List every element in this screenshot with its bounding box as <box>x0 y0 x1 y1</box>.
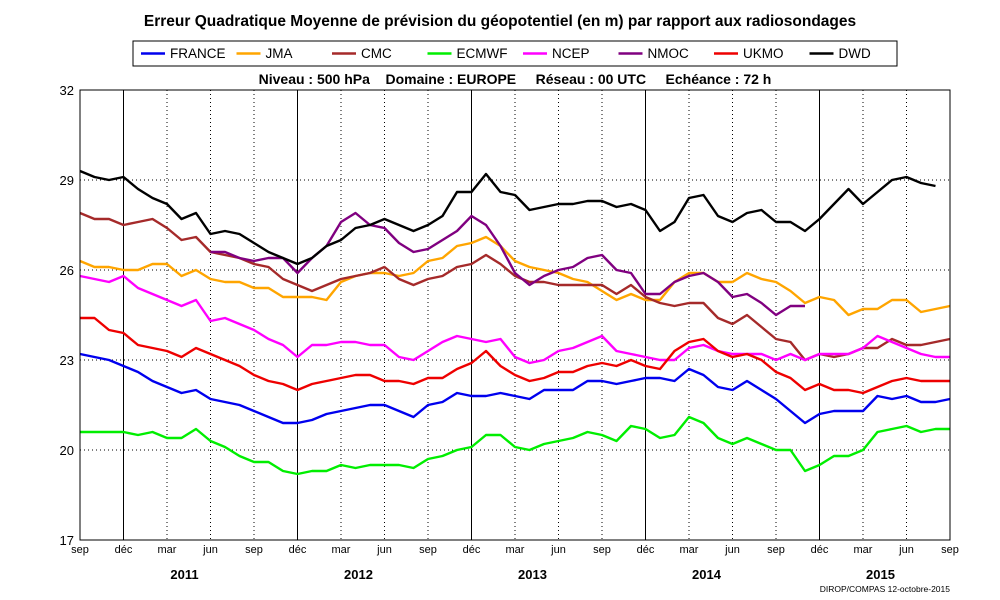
legend-label-ecmwf: ECMWF <box>457 46 508 61</box>
year-label: 2013 <box>518 567 547 582</box>
legend-label-france: FRANCE <box>170 46 226 61</box>
year-label: 2011 <box>170 567 198 582</box>
chart-subtitle: Niveau : 500 hPa Domaine : EUROPE Réseau… <box>259 71 772 87</box>
legend-label-cmc: CMC <box>361 46 392 61</box>
x-tick-label: déc <box>811 544 829 556</box>
x-tick-label: mar <box>854 544 873 556</box>
legend-label-dwd: DWD <box>839 46 871 61</box>
footer-credit: DIROP/COMPAS 12-octobre-2015 <box>820 584 950 594</box>
series-lines <box>79 169 951 476</box>
series-line-france <box>79 352 951 425</box>
y-tick-label: 20 <box>60 443 74 458</box>
y-tick-label: 32 <box>60 83 74 98</box>
legend-label-ukmo: UKMO <box>743 46 784 61</box>
x-tick-label: déc <box>463 544 481 556</box>
x-tick-label: sep <box>941 544 959 556</box>
year-label: 2014 <box>692 567 722 582</box>
y-tick-label: 17 <box>60 533 74 548</box>
x-tick-label: sep <box>767 544 785 556</box>
x-tick-label: jun <box>550 544 566 556</box>
series-line-nmoc <box>210 211 805 317</box>
x-tick-label: déc <box>289 544 307 556</box>
x-tick-label: jun <box>202 544 218 556</box>
series-line-dwd <box>79 169 936 266</box>
y-tick-label: 26 <box>60 263 74 278</box>
x-tick-label: déc <box>115 544 133 556</box>
legend: FRANCE JMA CMC ECMWF NCEP NMOC UKMO DWD <box>132 40 898 67</box>
x-tick-label: sep <box>593 544 611 556</box>
y-tick-label: 23 <box>60 353 74 368</box>
x-tick-label: mar <box>680 544 699 556</box>
x-tick-label: sep <box>245 544 263 556</box>
x-tick-label: jun <box>898 544 914 556</box>
x-tick-label: mar <box>332 544 351 556</box>
x-tick-label: mar <box>158 544 177 556</box>
x-tick-label: sep <box>419 544 437 556</box>
x-axis: sep déc mar jun sep déc mar jun sep déc mar jun sep d… <box>71 544 959 582</box>
chart-title: Erreur Quadratique Moyenne de prévision … <box>144 13 856 30</box>
x-tick-label: mar <box>506 544 525 556</box>
x-tick-label: déc <box>637 544 655 556</box>
legend-label-nmoc: NMOC <box>648 46 689 61</box>
series-line-ukmo <box>80 316 950 395</box>
series-line-ecmwf <box>80 415 950 476</box>
grid <box>80 90 950 540</box>
year-label: 2015 <box>866 567 895 582</box>
year-label: 2012 <box>344 567 373 582</box>
series-line-jma <box>79 235 951 317</box>
y-axis: 17 20 23 26 29 32 <box>60 83 74 548</box>
series-line-ncep <box>79 274 950 365</box>
legend-label-jma: JMA <box>266 46 293 61</box>
x-tick-label: jun <box>376 544 392 556</box>
x-tick-label: jun <box>724 544 740 556</box>
y-tick-label: 29 <box>60 173 74 188</box>
x-tick-label: sep <box>71 544 89 556</box>
plot-frame <box>79 89 951 541</box>
legend-label-ncep: NCEP <box>552 46 590 61</box>
